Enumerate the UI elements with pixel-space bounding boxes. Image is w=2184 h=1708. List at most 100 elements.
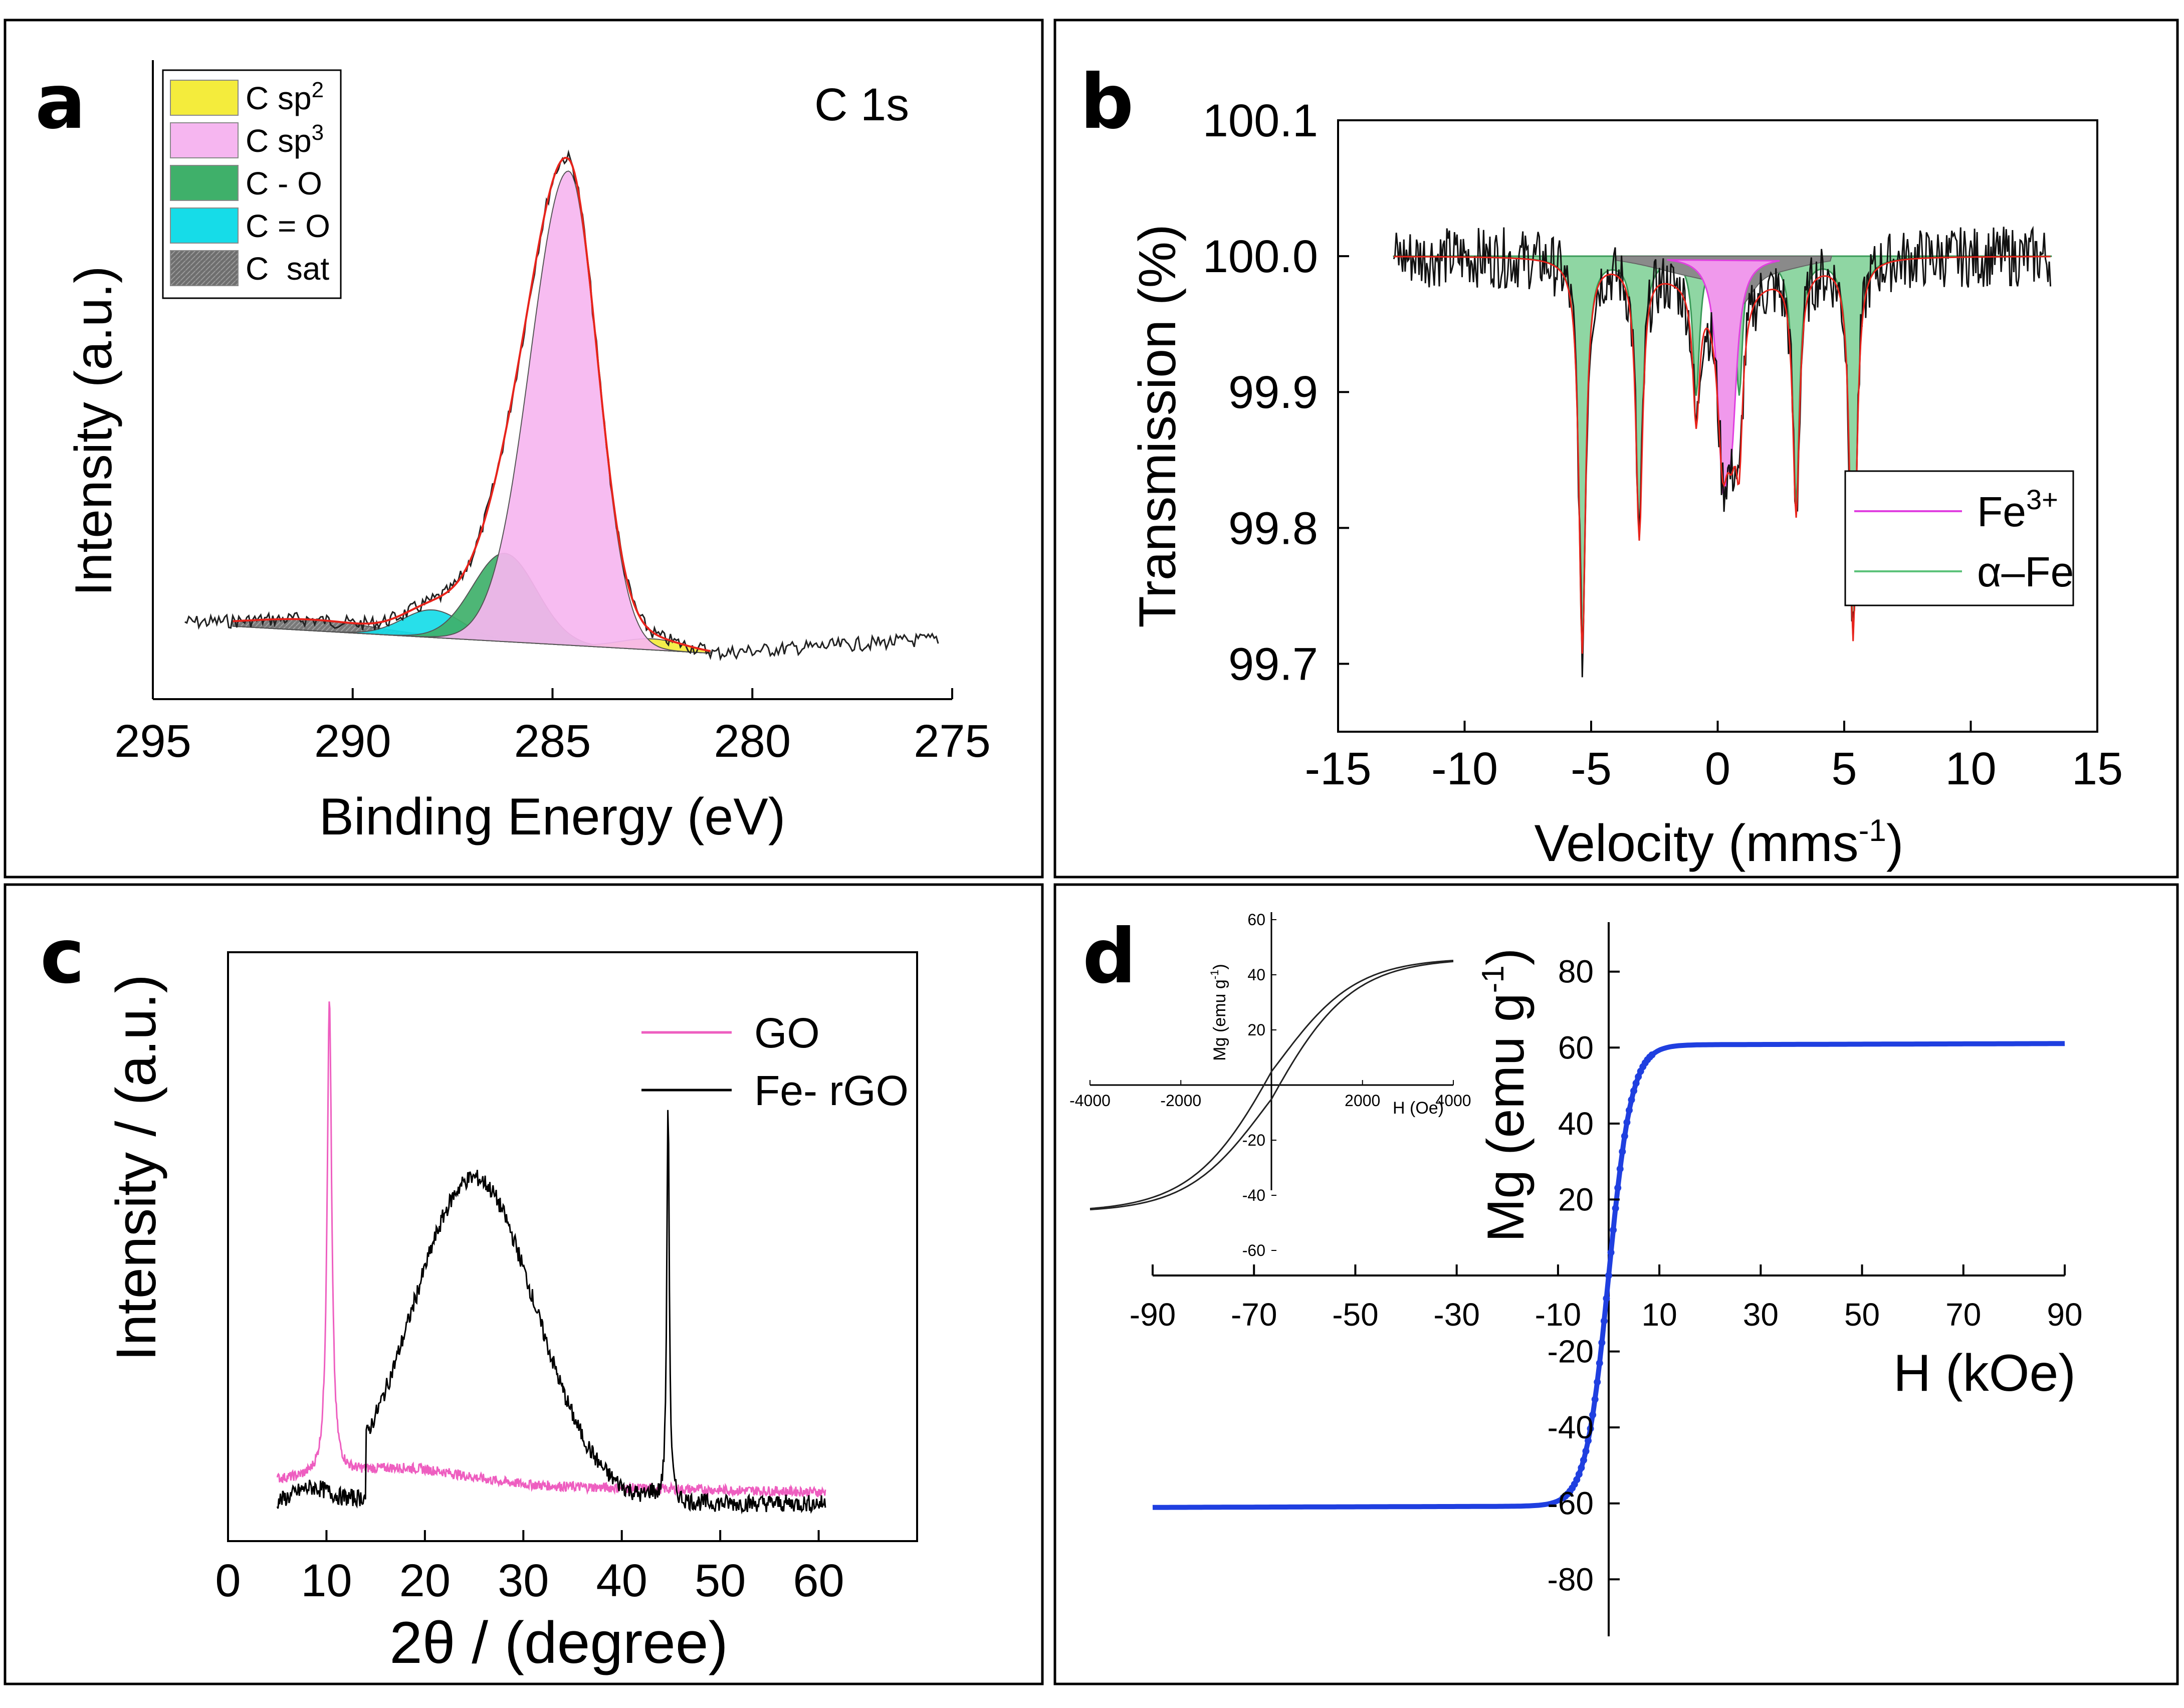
x-tick-label: 295	[114, 716, 191, 767]
panel-c-legend: GO Fe- rGO	[641, 1009, 909, 1114]
data-point	[1612, 1204, 1619, 1212]
panel-a-x-ticks: 295 290 285 280 275	[114, 688, 991, 767]
panel-c-plot-frame	[227, 951, 918, 1542]
panel-b-curves	[1393, 226, 2052, 678]
inset-y-tick-label: -20	[1242, 1131, 1265, 1149]
y-tick-label: 99.7	[1228, 638, 1318, 690]
legend-label-fe3: Fe3+	[1977, 484, 2058, 535]
data-point	[1630, 1087, 1638, 1095]
legend-swatch-c-sat	[170, 250, 239, 286]
inset-x-ticks: -4000 -2000 2000 4000	[1069, 1080, 1471, 1110]
panel-b-y-ticks: 100.1 100.0 99.9 99.8 99.7	[1203, 95, 1349, 690]
inset-y-tick-label: -40	[1242, 1186, 1265, 1204]
data-point	[1607, 1249, 1615, 1256]
legend-label-c-sat: C sat	[246, 251, 329, 287]
y-tick-label: 100.0	[1203, 231, 1318, 282]
x-tick-label: 10	[1945, 743, 1996, 794]
y-tick-label: 100.1	[1203, 95, 1318, 146]
x-tick-label: 30	[498, 1555, 549, 1606]
fit-envelope-line	[1394, 256, 2051, 654]
y-tick-label: 20	[1558, 1181, 1594, 1217]
x-tick-label: 30	[1743, 1297, 1779, 1333]
panel-a: a C 1s 295 290 285 280 275 Binding Energy (e…	[4, 19, 1044, 879]
legend-label-go: GO	[754, 1009, 820, 1056]
panel-d-x-ticks: -90 -70 -50 -30 -10 10 30 50 70 90	[1130, 1264, 2083, 1333]
y-tick-label: 80	[1558, 954, 1594, 990]
component-c-sp3	[233, 170, 711, 654]
x-tick-label: -70	[1231, 1297, 1277, 1333]
data-point	[1648, 1051, 1656, 1058]
x-tick-label: 0	[1705, 743, 1730, 794]
series-fe-rgo-line	[276, 1110, 826, 1515]
panel-c-xlabel: 2θ / (degree)	[389, 1610, 728, 1676]
x-tick-label: -10	[1535, 1297, 1582, 1333]
x-tick-label: -50	[1332, 1297, 1379, 1333]
data-point	[1585, 1437, 1592, 1444]
x-tick-label: 10	[301, 1555, 352, 1606]
inset-x-tick-label: -4000	[1069, 1092, 1111, 1110]
x-tick-label: 40	[596, 1555, 647, 1606]
x-tick-label: 285	[514, 716, 591, 767]
inset-y-tick-label: 40	[1247, 966, 1265, 984]
panel-c-frame	[4, 883, 1044, 1685]
y-tick-label: 60	[1558, 1029, 1594, 1065]
panel-d-frame	[1053, 883, 2179, 1685]
data-point	[1605, 1272, 1612, 1279]
y-tick-label: 99.9	[1228, 367, 1318, 418]
inset-ascending-branch	[1089, 961, 1454, 1210]
panel-b-legend: Fe3+ α–Fe	[1844, 470, 2074, 606]
legend-swatch-csp2	[170, 80, 239, 116]
x-tick-label: 290	[314, 716, 391, 767]
data-point	[1573, 1476, 1581, 1483]
panel-b: b -15 -10 -5 0 5 10 15 100.1100.099.999.899.7 …	[1053, 19, 2179, 879]
panel-d-ylabel: Mg (emu g-1)	[1476, 948, 1535, 1242]
panel-a-ylabel: Intensity (a.u.)	[65, 266, 123, 596]
x-tick-label: 5	[1831, 743, 1857, 794]
panel-a-frame	[4, 19, 1044, 879]
data-point	[1621, 1132, 1628, 1140]
y-tick-label: -80	[1548, 1561, 1594, 1597]
legend-label-csp2: C sp2	[246, 78, 324, 116]
data-point	[1600, 1317, 1608, 1325]
panel-b-ylabel: Transmission (%)	[1129, 224, 1187, 627]
x-tick-label: -10	[1431, 743, 1498, 794]
data-point	[1582, 1447, 1590, 1455]
data-point	[1616, 1165, 1624, 1173]
x-tick-label: -15	[1305, 743, 1372, 794]
x-tick-label: 90	[2047, 1297, 2082, 1333]
x-tick-label: 50	[695, 1555, 746, 1606]
panel-d-inset: -4000 -2000 2000 4000 60 40 20 -20 -40 -60 H (Oe…	[1069, 911, 1471, 1259]
legend-label-c-o: C - O	[246, 165, 322, 201]
x-tick-label: 280	[714, 716, 791, 767]
panel-a-curves	[184, 149, 939, 662]
data-point	[1587, 1425, 1594, 1432]
legend-swatch-c-o	[170, 165, 239, 201]
inset-descending-branch	[1089, 960, 1454, 1209]
fit-envelope-line	[233, 156, 711, 652]
y-tick-label: 99.8	[1228, 503, 1318, 554]
inset-ylabel: Mg (emu g-1)	[1208, 964, 1229, 1060]
x-tick-label: -5	[1571, 743, 1612, 794]
data-point	[1628, 1096, 1635, 1104]
panel-a-xlabel: Binding Energy (eV)	[319, 788, 786, 846]
panel-letter-d: d	[1082, 913, 1136, 1000]
panel-d: d -90 -70 -50 -30 -10 10 30 50 70 90 80604020-20-…	[1053, 883, 2179, 1685]
panel-letter-c: c	[40, 913, 85, 1000]
x-tick-label: 50	[1844, 1297, 1880, 1333]
panel-letter-b: b	[1080, 59, 1134, 146]
panel-c-x-ticks: 0 10 20 30 40 50 60	[215, 1530, 844, 1606]
panel-c: c 0 10 20 30 40 50 60 2θ / (degree) Intensity …	[4, 883, 1044, 1685]
inset-x-tick-label: -2000	[1160, 1092, 1201, 1110]
panel-c-ylabel: Intensity / (a.u.)	[105, 974, 167, 1361]
panel-b-xlabel: Velocity (mms-1)	[1535, 813, 1904, 873]
panel-d-xlabel: H (kOe)	[1893, 1344, 2076, 1402]
x-tick-label: 15	[2072, 743, 2123, 794]
panel-letter-a: a	[35, 59, 86, 146]
inset-y-tick-label: -60	[1242, 1241, 1265, 1259]
inset-x-tick-label: 4000	[1435, 1092, 1471, 1110]
x-tick-label: 10	[1642, 1297, 1677, 1333]
data-point	[1603, 1295, 1610, 1302]
x-tick-label: 275	[914, 716, 991, 767]
x-tick-label: -30	[1433, 1297, 1480, 1333]
